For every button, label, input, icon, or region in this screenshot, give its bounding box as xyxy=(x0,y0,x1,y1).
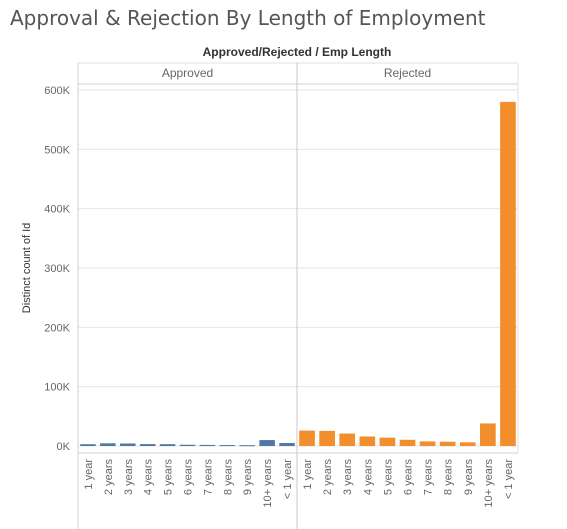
x-tick-label: 2 years xyxy=(322,459,334,496)
panel-label-rejected: Rejected xyxy=(384,66,431,80)
bar-approved xyxy=(180,445,196,446)
y-tick-label: 500K xyxy=(44,144,70,156)
x-tick-label: 10+ years xyxy=(483,459,495,508)
bar-approved xyxy=(80,444,96,446)
y-tick-label: 600K xyxy=(44,85,70,97)
bar-rejected xyxy=(400,440,416,446)
bar-rejected xyxy=(339,434,355,446)
column-header-label: Approved/Rejected / Emp Length xyxy=(203,45,392,59)
bar-rejected xyxy=(380,438,396,446)
bar-approved xyxy=(279,443,295,446)
x-tick-label: 10+ years xyxy=(262,459,274,508)
x-tick-label: < 1 year xyxy=(503,459,515,499)
x-tick-label: 7 years xyxy=(423,459,435,496)
bar-approved xyxy=(160,444,176,446)
x-tick-label: 7 years xyxy=(202,459,214,496)
x-tick-label: 8 years xyxy=(222,459,234,496)
x-tick-label: 2 years xyxy=(103,459,115,496)
bar-approved xyxy=(239,445,255,446)
plot-area: 0K 100K 200K 300K 400K 500K 600K Approved 1 year… xyxy=(44,63,518,529)
x-tick-label: 6 years xyxy=(403,459,415,496)
bar-rejected xyxy=(359,437,375,446)
y-axis-label: Distinct count of Id xyxy=(21,223,33,314)
y-tick-label: 0K xyxy=(57,441,71,453)
y-tick-label: 100K xyxy=(44,382,70,394)
bar-approved xyxy=(220,445,236,446)
x-tick-label: 1 year xyxy=(302,459,314,490)
x-tick-label: 5 years xyxy=(163,459,175,496)
x-tick-label: 8 years xyxy=(443,459,455,496)
bar-approved xyxy=(259,440,275,446)
bar-rejected xyxy=(500,102,516,446)
y-tick-label: 300K xyxy=(44,263,70,275)
x-tick-label: 3 years xyxy=(342,459,354,496)
x-tick-label: 5 years xyxy=(382,459,394,496)
x-tick-label: 6 years xyxy=(183,459,195,496)
bar-rejected xyxy=(420,441,436,446)
y-tick-label: 400K xyxy=(44,204,70,216)
panel-label-approved: Approved xyxy=(162,66,213,80)
bar-approved xyxy=(200,445,216,446)
bar-rejected xyxy=(460,442,476,446)
x-tick-label: < 1 year xyxy=(282,459,294,499)
bar-rejected xyxy=(480,423,496,446)
x-tick-label: 4 years xyxy=(362,459,374,496)
y-tick-label: 200K xyxy=(44,322,70,334)
x-tick-label: 4 years xyxy=(143,459,155,496)
bar-approved xyxy=(140,444,156,446)
x-tick-label: 1 year xyxy=(83,459,95,490)
bar-approved xyxy=(120,444,136,446)
bar-rejected xyxy=(299,431,315,446)
bar-rejected xyxy=(440,442,456,446)
bar-rejected xyxy=(319,431,335,446)
x-tick-label: 3 years xyxy=(123,459,135,496)
x-tick-label: 9 years xyxy=(463,459,475,496)
bar-approved xyxy=(100,443,116,446)
x-tick-label: 9 years xyxy=(242,459,254,496)
